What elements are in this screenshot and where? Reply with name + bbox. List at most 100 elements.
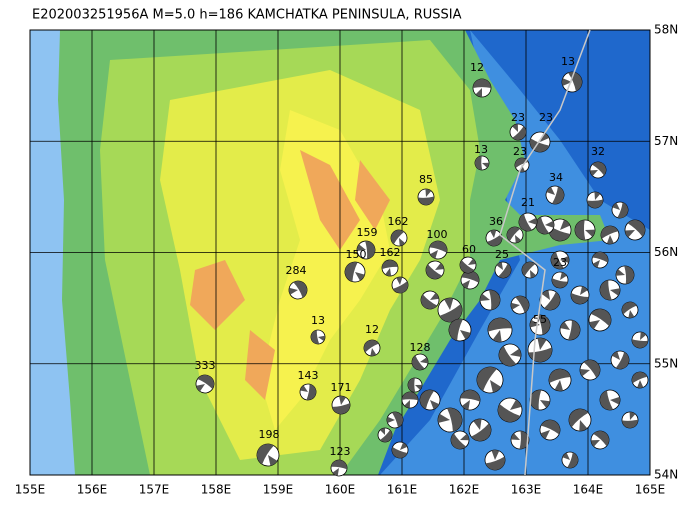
beachball bbox=[529, 314, 551, 336]
beachball-quadrant bbox=[617, 202, 628, 218]
beachball-quadrant bbox=[430, 250, 438, 259]
beachball-quadrant bbox=[541, 420, 560, 435]
beachball-quadrant bbox=[449, 319, 463, 341]
beachball bbox=[586, 191, 604, 209]
beachball-quadrant bbox=[461, 271, 479, 283]
beachball bbox=[459, 256, 477, 274]
beachball-quadrant bbox=[628, 310, 635, 318]
beachball bbox=[599, 279, 621, 301]
event-label: 23 bbox=[513, 145, 527, 158]
beachball bbox=[588, 308, 612, 332]
beachball bbox=[356, 240, 376, 260]
beachball-quadrant bbox=[510, 348, 521, 357]
beachball-quadrant bbox=[408, 378, 416, 392]
event-label: 23 bbox=[511, 111, 525, 124]
beachball bbox=[450, 430, 470, 450]
lon-label: 161E bbox=[387, 483, 418, 497]
event-label: 55 bbox=[533, 313, 547, 326]
lon-label: 164E bbox=[573, 483, 604, 497]
lon-label: 162E bbox=[449, 483, 480, 497]
beachball bbox=[591, 251, 609, 269]
beachball-quadrant bbox=[625, 230, 635, 238]
beachball-quadrant bbox=[311, 330, 320, 344]
beachball-quadrant bbox=[418, 196, 434, 205]
lat-label: 56N bbox=[654, 245, 678, 259]
event-label: 13 bbox=[561, 55, 575, 68]
beachball-quadrant bbox=[544, 291, 560, 310]
event-label: 60 bbox=[462, 243, 476, 256]
event-label: 36 bbox=[489, 215, 503, 228]
beachball-quadrant bbox=[487, 234, 502, 246]
beachball-quadrant bbox=[382, 260, 398, 270]
beachball-quadrant bbox=[318, 335, 325, 341]
beachball bbox=[570, 285, 590, 305]
beachball-quadrant bbox=[404, 400, 410, 408]
beachball-quadrant bbox=[402, 392, 418, 401]
lon-label: 163E bbox=[511, 483, 542, 497]
beachball-quadrant bbox=[412, 355, 425, 370]
event-label: 284 bbox=[286, 264, 307, 277]
beachball-quadrant bbox=[530, 270, 537, 278]
beachball bbox=[494, 261, 512, 279]
beachball bbox=[330, 459, 348, 477]
beachball-quadrant bbox=[420, 357, 428, 364]
beachball bbox=[390, 229, 408, 247]
beachball bbox=[288, 280, 308, 300]
beachball bbox=[363, 339, 381, 357]
event-label: 25 bbox=[495, 248, 509, 261]
beachball-quadrant bbox=[592, 252, 608, 263]
beachball-quadrant bbox=[530, 390, 542, 410]
beachball bbox=[344, 261, 366, 283]
beachball-quadrant bbox=[392, 281, 408, 293]
beachball-quadrant bbox=[257, 444, 274, 465]
beachball-quadrant bbox=[490, 380, 502, 393]
beachball-quadrant bbox=[332, 403, 350, 414]
event-label: 12 bbox=[470, 61, 484, 74]
beachball-quadrant bbox=[624, 266, 634, 284]
beachball-quadrant bbox=[488, 290, 500, 310]
beachball-quadrant bbox=[399, 238, 406, 246]
beachball bbox=[600, 225, 620, 245]
beachball-quadrant bbox=[616, 269, 625, 276]
event-label: 23 bbox=[553, 256, 567, 269]
beachball-quadrant bbox=[610, 396, 620, 405]
beachball-quadrant bbox=[355, 272, 365, 281]
beachball bbox=[479, 289, 501, 311]
lat-label: 57N bbox=[654, 134, 678, 148]
lat-label: 58N bbox=[654, 23, 678, 37]
beachball bbox=[518, 212, 538, 232]
beachball bbox=[468, 418, 492, 442]
beachball-quadrant bbox=[567, 452, 578, 468]
beachball-quadrant bbox=[552, 186, 564, 204]
beachball-quadrant bbox=[499, 345, 517, 366]
beachball-quadrant bbox=[592, 260, 600, 268]
beachball bbox=[631, 371, 649, 389]
event-label: 162 bbox=[380, 246, 401, 259]
beachball-quadrant bbox=[511, 302, 520, 310]
beachball bbox=[420, 290, 440, 310]
event-label: 32 bbox=[591, 145, 605, 158]
beachball-quadrant bbox=[460, 390, 480, 402]
map-title: E202003251956A M=5.0 h=186 KAMCHATKA PEN… bbox=[32, 8, 462, 23]
event-label: 23 bbox=[539, 111, 553, 124]
beachball bbox=[510, 295, 530, 315]
beachball bbox=[548, 368, 572, 392]
beachball bbox=[331, 395, 351, 415]
beachball-quadrant bbox=[438, 413, 450, 423]
beachball-quadrant bbox=[430, 400, 440, 410]
beachball bbox=[590, 430, 610, 450]
beachball-quadrant bbox=[364, 340, 379, 353]
beachball bbox=[551, 271, 569, 289]
lon-label: 157E bbox=[139, 483, 170, 497]
beachball-quadrant bbox=[627, 220, 645, 237]
beachball-quadrant bbox=[507, 227, 521, 242]
beachball-quadrant bbox=[345, 262, 358, 282]
beachball-quadrant bbox=[306, 384, 316, 400]
beachball-quadrant bbox=[435, 263, 444, 270]
beachball-quadrant bbox=[580, 286, 588, 295]
beachball-quadrant bbox=[511, 433, 520, 440]
beachball-quadrant bbox=[560, 321, 570, 330]
beachball-quadrant bbox=[587, 199, 603, 208]
beachball-quadrant bbox=[429, 241, 447, 253]
beachball-quadrant bbox=[522, 262, 536, 277]
